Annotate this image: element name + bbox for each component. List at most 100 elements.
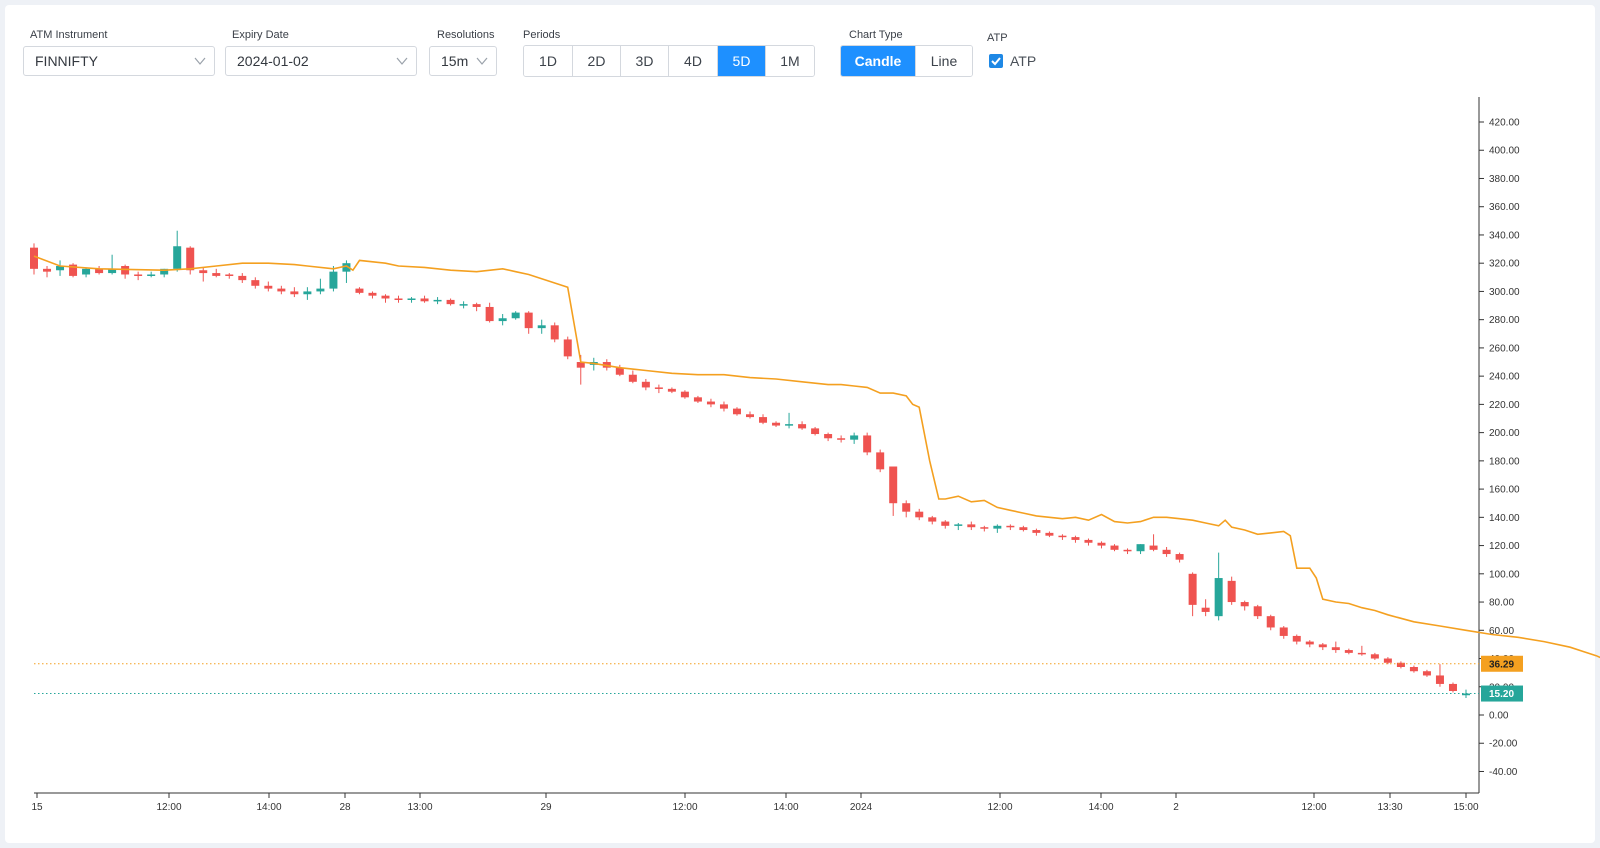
period-1d-button[interactable]: 1D [524,46,573,76]
y-tick-label: 380.00 [1489,174,1520,185]
atp-line [33,255,1600,659]
candle-body [902,503,911,512]
line-button[interactable]: Line [916,46,972,76]
candle-body [537,325,546,329]
candle-body [1149,545,1158,550]
period-5d-button[interactable]: 5D [718,46,766,76]
candle-body [121,266,130,275]
candle-body [82,268,91,275]
candle-body [1032,530,1041,533]
candle-body [1097,542,1106,546]
candle-body [1292,635,1301,642]
chart-type-button-group: Candle Line [840,45,973,77]
y-tick-label: 120.00 [1489,541,1520,552]
y-tick-label: 0.00 [1489,711,1509,722]
candle-body [1162,549,1171,555]
x-tick-label: 12:00 [156,802,181,813]
y-tick-label: 400.00 [1489,146,1520,157]
candle-body [1136,544,1145,552]
candle-body [303,291,312,295]
candle-body [277,288,286,292]
y-tick-label: 180.00 [1489,456,1520,467]
x-tick-label: 2024 [850,802,873,813]
candle-body [1045,532,1054,536]
candle-body [1019,527,1028,531]
x-tick-label: 14:00 [773,802,798,813]
resolution-select[interactable]: 15m [429,46,497,76]
candle-body [680,391,689,398]
candle-body [342,263,351,272]
candle-body [1370,654,1379,659]
candle-body [472,304,481,307]
candle-body [1422,671,1431,676]
candle-body [628,374,637,382]
period-2d-button[interactable]: 2D [573,46,621,76]
period-3d-button[interactable]: 3D [621,46,669,76]
x-tick-label: 12:00 [987,802,1012,813]
chevron-down-icon [194,57,206,65]
period-1m-button[interactable]: 1M [766,46,814,76]
expiry-value: 2024-01-02 [237,53,309,69]
candle-button[interactable]: Candle [841,46,916,76]
candle-body [225,274,234,276]
checkmark-icon [991,57,1001,66]
price-label-atp: 36.29 [1489,659,1514,670]
candle-body [1006,525,1015,528]
candle-body [186,247,195,271]
candle-body [407,298,416,300]
price-label-last: 15.20 [1489,689,1514,700]
candle-body [759,417,768,423]
candle-body [850,435,859,440]
candle-body [459,304,468,306]
y-tick-label: 200.00 [1489,428,1520,439]
y-tick-label: 60.00 [1489,626,1514,637]
candle-body [199,270,208,274]
x-tick-label: 13:00 [407,802,432,813]
y-tick-label: -40.00 [1489,767,1518,778]
y-tick-label: 420.00 [1489,118,1520,129]
candle-body [1462,693,1470,696]
y-tick-label: 240.00 [1489,372,1520,383]
candle-body [772,422,781,426]
instrument-select[interactable]: FINNIFTY [23,46,215,76]
candle-body [1227,580,1236,603]
chevron-down-icon [396,57,408,65]
period-4d-button[interactable]: 4D [669,46,718,76]
y-tick-label: 260.00 [1489,343,1520,354]
candle-body [693,397,702,402]
candle-body [1266,616,1275,628]
y-tick-label: 160.00 [1489,485,1520,496]
candle-body [641,381,650,388]
candle-body [446,299,455,305]
x-tick-label: 14:00 [1088,802,1113,813]
candle-body [147,274,156,276]
price-label-atp-bg [1481,655,1523,672]
periods-button-group: 1D 2D 3D 4D 5D 1M [523,45,815,77]
candle-body [498,318,507,322]
candle-body [615,367,624,375]
candle-body [394,298,403,300]
candle-body [746,414,754,418]
candle-body [1240,602,1249,607]
x-tick-label: 15:00 [1453,802,1478,813]
expiry-select[interactable]: 2024-01-02 [225,46,417,76]
candle-body [134,274,143,276]
candle-body [798,424,807,429]
atp-label: ATP [987,32,1008,44]
candle-body [1253,606,1262,617]
atp-checkbox[interactable] [989,54,1003,68]
candle-body [876,452,885,470]
y-tick-label: 340.00 [1489,230,1520,241]
x-tick-label: 2 [1173,802,1179,813]
y-tick-label: -20.00 [1489,739,1518,750]
chevron-down-icon [476,57,488,65]
candle-body [785,424,794,426]
candle-body [95,268,104,274]
candle-body [251,280,260,286]
y-tick-label: 320.00 [1489,259,1520,270]
candle-body [706,401,715,405]
candle-body [1396,662,1405,667]
y-tick-label: 80.00 [1489,598,1514,609]
candle-body [511,312,520,319]
